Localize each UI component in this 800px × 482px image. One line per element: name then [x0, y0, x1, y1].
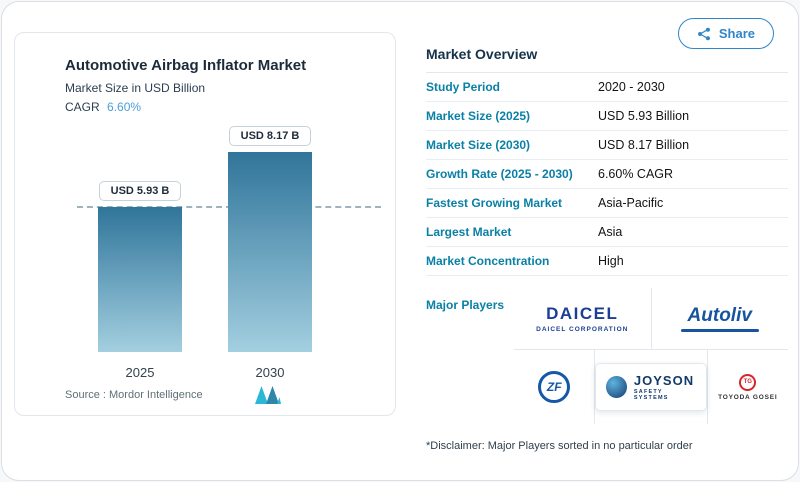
major-players-section: Major Players DAICEL DAICEL CORPORATION …: [426, 288, 788, 424]
table-row: Market Concentration High: [426, 247, 788, 276]
source-text: Source : Mordor Intelligence: [65, 389, 203, 401]
bars-row: USD 5.93 B USD 8.17 B: [25, 126, 385, 352]
row-value: 2020 - 2030: [598, 80, 665, 94]
bar-value-label-2025: USD 5.93 B: [98, 181, 182, 201]
daicel-wordmark: DAICEL: [546, 304, 619, 323]
row-value: Asia-Pacific: [598, 196, 664, 210]
table-row: Market Size (2025) USD 5.93 Billion: [426, 102, 788, 131]
share-button[interactable]: Share: [677, 18, 774, 49]
row-value: 6.60% CAGR: [598, 167, 674, 181]
zf-emblem: ZF: [538, 371, 571, 403]
table-row: Largest Market Asia: [426, 218, 788, 247]
joyson-text: JOYSON SAFETY SYSTEMS: [634, 373, 696, 401]
major-players-grid: DAICEL DAICEL CORPORATION Autoliv ZF: [514, 288, 788, 424]
toyoda-gosei-emblem: TG: [739, 373, 757, 391]
overview-table: Study Period 2020 - 2030 Market Size (20…: [426, 73, 788, 276]
major-players-label: Major Players: [426, 298, 505, 312]
toyoda-gosei-wordmark: TOYODA GOSEI: [718, 393, 778, 401]
joyson-globe-icon: [606, 376, 627, 398]
player-logo-zf: ZF: [514, 350, 596, 424]
bar-2030: [228, 152, 312, 352]
row-value: Asia: [598, 225, 623, 239]
daicel-sub-text: DAICEL CORPORATION: [536, 326, 629, 333]
table-row: Growth Rate (2025 - 2030) 6.60% CAGR: [426, 160, 788, 189]
x-label-2025: 2025: [125, 365, 155, 380]
row-label: Growth Rate (2025 - 2030): [426, 167, 573, 181]
chart-header: Automotive Airbag Inflator Market Market…: [15, 33, 395, 114]
player-logo-autoliv: Autoliv: [652, 288, 789, 349]
chart-card: Automotive Airbag Inflator Market Market…: [14, 32, 396, 416]
players-row-1: DAICEL DAICEL CORPORATION Autoliv: [514, 288, 788, 350]
bar-chart: USD 5.93 B USD 8.17 B 2025 2030: [25, 124, 385, 382]
row-label: Largest Market: [426, 225, 512, 239]
joyson-badge: JOYSON SAFETY SYSTEMS: [595, 363, 707, 411]
joyson-sub-text: SAFETY SYSTEMS: [633, 389, 669, 401]
players-row-2: ZF JOYSON SAFETY SYSTEMS TG T: [514, 350, 788, 424]
player-logo-joyson: JOYSON SAFETY SYSTEMS: [595, 350, 708, 424]
player-logo-toyoda-gosei: TG TOYODA GOSEI: [708, 350, 788, 424]
bar-2025: [98, 207, 182, 352]
overview-heading: Market Overview: [426, 46, 788, 73]
bar-group-2030: USD 8.17 B: [228, 126, 312, 352]
table-row: Study Period 2020 - 2030: [426, 73, 788, 102]
x-axis-labels: 2025 2030: [25, 365, 385, 380]
mordor-intelligence-logo: [254, 386, 281, 404]
row-label: Market Concentration: [426, 254, 550, 268]
bar-group-2025: USD 5.93 B: [98, 181, 182, 352]
row-value: USD 5.93 Billion: [598, 109, 690, 123]
row-label: Study Period: [426, 80, 501, 94]
share-icon: [697, 27, 710, 40]
row-value: High: [598, 254, 624, 268]
x-label-2030: 2030: [255, 365, 285, 380]
market-overview-panel: Market Overview Study Period 2020 - 2030…: [426, 46, 788, 452]
table-row: Market Size (2030) USD 8.17 Billion: [426, 131, 788, 160]
bar-value-label-2030: USD 8.17 B: [228, 126, 312, 146]
share-label: Share: [718, 26, 755, 41]
chart-subtitle: Market Size in USD Billion: [65, 81, 206, 95]
cagr-label: CAGR: [65, 100, 100, 114]
player-logo-daicel: DAICEL DAICEL CORPORATION: [514, 288, 652, 349]
disclaimer-text: *Disclaimer: Major Players sorted in no …: [426, 440, 693, 452]
cagr-value: 6.60%: [107, 100, 142, 114]
autoliv-wordmark: Autoliv: [687, 305, 752, 326]
joyson-wordmark: JOYSON: [633, 373, 695, 388]
chart-title: Automotive Airbag Inflator Market: [65, 57, 307, 74]
row-value: USD 8.17 Billion: [598, 138, 690, 152]
autoliv-swoosh: [680, 329, 759, 332]
table-row: Fastest Growing Market Asia-Pacific: [426, 189, 788, 218]
row-label: Market Size (2030): [426, 138, 531, 152]
cagr-line: CAGR 6.60%: [65, 100, 375, 114]
row-label: Fastest Growing Market: [426, 196, 563, 210]
source-row: Source : Mordor Intelligence: [65, 386, 379, 404]
row-label: Market Size (2025): [426, 109, 531, 123]
